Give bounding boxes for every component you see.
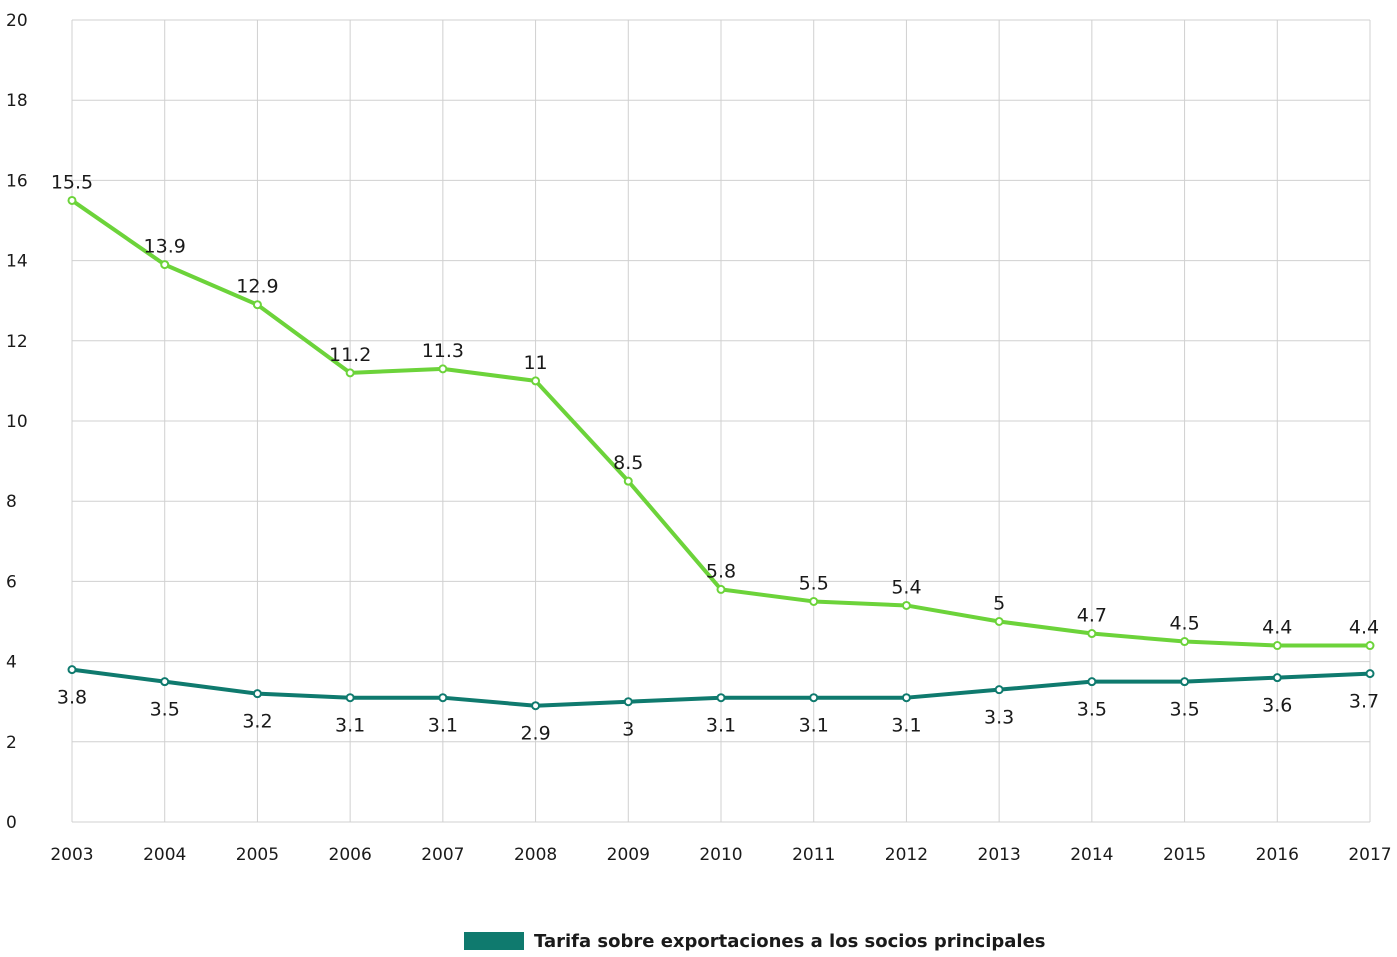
data-point	[1180, 677, 1190, 687]
data-label: 3.6	[1262, 695, 1292, 717]
data-point	[994, 685, 1004, 695]
data-point	[901, 600, 911, 610]
x-tick-label: 2006	[329, 845, 372, 865]
data-label: 13.9	[144, 236, 186, 258]
data-label: 11	[523, 352, 547, 374]
data-label: 5	[993, 593, 1005, 615]
x-tick-label: 2016	[1256, 845, 1299, 865]
data-label: 4.4	[1262, 617, 1292, 639]
x-tick-label: 2014	[1070, 845, 1113, 865]
legend: Tarifa sobre exportaciones a los socios …	[464, 928, 1046, 954]
data-label: 3.1	[335, 715, 365, 737]
data-point	[809, 596, 819, 606]
data-label: 11.3	[422, 340, 464, 362]
data-point	[67, 665, 77, 675]
data-label: 5.4	[891, 576, 921, 598]
data-label: 4.7	[1077, 605, 1107, 627]
y-tick-label: 4	[6, 653, 17, 673]
data-point	[1087, 629, 1097, 639]
y-tick-label: 6	[6, 572, 17, 592]
data-point	[345, 368, 355, 378]
data-point	[716, 584, 726, 594]
data-label: 3.5	[1077, 699, 1107, 721]
legend-swatch	[464, 932, 524, 950]
x-tick-label: 2015	[1163, 845, 1206, 865]
y-tick-label: 18	[6, 91, 28, 111]
x-tick-label: 2010	[699, 845, 742, 865]
data-label: 3.3	[984, 707, 1014, 729]
data-point	[1180, 637, 1190, 647]
data-point	[1272, 641, 1282, 651]
data-point	[252, 300, 262, 310]
data-label: 3.1	[891, 715, 921, 737]
y-tick-label: 8	[6, 492, 17, 512]
data-label: 15.5	[51, 171, 93, 193]
data-label: 3.2	[242, 711, 272, 733]
x-tick-label: 2003	[50, 845, 93, 865]
data-point	[531, 376, 541, 386]
data-point	[901, 693, 911, 703]
data-label: 3.5	[1169, 699, 1199, 721]
data-label: 11.2	[329, 344, 371, 366]
data-point	[809, 693, 819, 703]
data-label: 2.9	[520, 723, 550, 745]
data-label: 5.5	[799, 572, 829, 594]
data-point	[438, 364, 448, 374]
x-tick-label: 2007	[421, 845, 464, 865]
data-point	[1272, 673, 1282, 683]
x-tick-label: 2009	[607, 845, 650, 865]
data-point	[716, 693, 726, 703]
data-point	[345, 693, 355, 703]
y-tick-label: 10	[6, 412, 28, 432]
data-label: 5.8	[706, 560, 736, 582]
y-tick-label: 2	[6, 733, 17, 753]
x-tick-label: 2005	[236, 845, 279, 865]
x-tick-label: 2012	[885, 845, 928, 865]
x-tick-label: 2004	[143, 845, 186, 865]
data-point	[160, 677, 170, 687]
data-point	[252, 689, 262, 699]
data-label: 4.4	[1349, 617, 1379, 639]
data-label: 3.5	[150, 699, 180, 721]
legend-label: Tarifa sobre exportaciones a los socios …	[534, 930, 1046, 952]
y-tick-label: 12	[6, 332, 28, 352]
y-tick-label: 0	[6, 813, 17, 833]
data-point	[623, 476, 633, 486]
data-label: 12.9	[236, 276, 278, 298]
data-point	[1365, 669, 1375, 679]
x-tick-label: 2017	[1348, 845, 1391, 865]
y-tick-label: 14	[6, 252, 28, 272]
data-label: 3	[622, 719, 634, 741]
y-tick-label: 20	[6, 11, 28, 31]
data-label: 8.5	[613, 452, 643, 474]
data-label: 3.7	[1349, 691, 1379, 713]
data-point	[623, 697, 633, 707]
data-point	[1365, 641, 1375, 651]
data-point	[994, 617, 1004, 626]
data-point	[438, 693, 448, 703]
data-point	[67, 195, 77, 205]
x-tick-label: 2011	[792, 845, 835, 865]
x-tick-label: 2008	[514, 845, 557, 865]
data-label: 3.8	[57, 687, 87, 709]
y-tick-label: 16	[6, 171, 28, 191]
data-label: 3.1	[799, 715, 829, 737]
data-label: 3.1	[428, 715, 458, 737]
x-tick-label: 2013	[978, 845, 1021, 865]
data-point	[531, 701, 541, 711]
data-point	[160, 260, 170, 270]
data-point	[1087, 677, 1097, 687]
data-label: 3.1	[706, 715, 736, 737]
data-label: 4.5	[1169, 613, 1199, 635]
